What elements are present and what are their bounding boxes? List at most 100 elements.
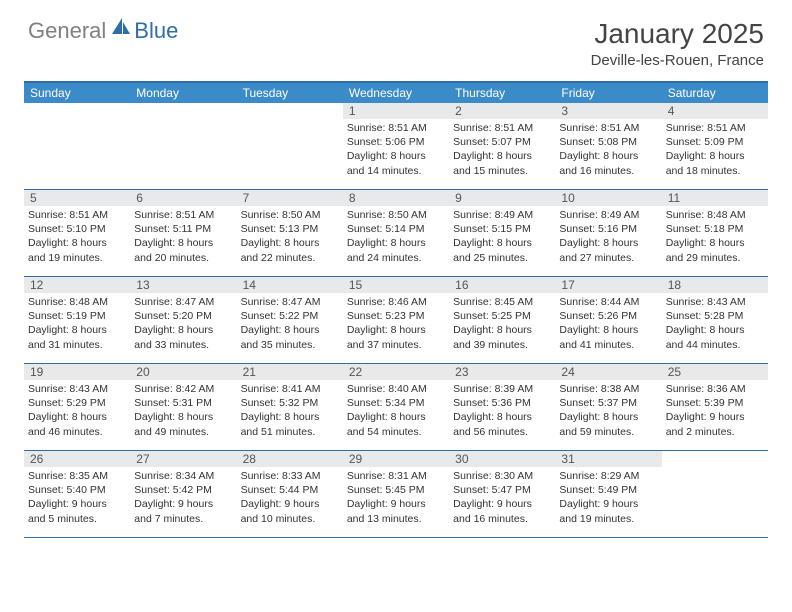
day-info: Sunrise: 8:33 AMSunset: 5:44 PMDaylight:… [241,469,339,526]
sunset-text: Sunset: 5:09 PM [666,135,764,149]
day-number: 25 [662,364,768,380]
sunrise-text: Sunrise: 8:47 AM [134,295,232,309]
daylight-text: Daylight: 8 hours and 35 minutes. [241,323,339,351]
sunrise-text: Sunrise: 8:48 AM [28,295,126,309]
daylight-text: Daylight: 8 hours and 29 minutes. [666,236,764,264]
day-number: 20 [130,364,236,380]
sunset-text: Sunset: 5:11 PM [134,222,232,236]
sunrise-text: Sunrise: 8:51 AM [453,121,551,135]
day-info: Sunrise: 8:51 AMSunset: 5:08 PMDaylight:… [559,121,657,178]
weekday-header-cell: Friday [555,83,661,103]
day-cell: 20Sunrise: 8:42 AMSunset: 5:31 PMDayligh… [130,364,236,450]
sunset-text: Sunset: 5:25 PM [453,309,551,323]
sunset-text: Sunset: 5:45 PM [347,483,445,497]
daylight-text: Daylight: 8 hours and 59 minutes. [559,410,657,438]
day-info: Sunrise: 8:40 AMSunset: 5:34 PMDaylight:… [347,382,445,439]
week-row: 26Sunrise: 8:35 AMSunset: 5:40 PMDayligh… [24,451,768,538]
sunrise-text: Sunrise: 8:29 AM [559,469,657,483]
location-label: Deville-les-Rouen, France [591,52,764,69]
sunrise-text: Sunrise: 8:41 AM [241,382,339,396]
day-number: 30 [449,451,555,467]
day-number: 11 [662,190,768,206]
sunset-text: Sunset: 5:20 PM [134,309,232,323]
day-cell [662,451,768,537]
sunset-text: Sunset: 5:13 PM [241,222,339,236]
sunset-text: Sunset: 5:34 PM [347,396,445,410]
week-row: 19Sunrise: 8:43 AMSunset: 5:29 PMDayligh… [24,364,768,451]
day-number: 26 [24,451,130,467]
day-cell: 6Sunrise: 8:51 AMSunset: 5:11 PMDaylight… [130,190,236,276]
sunrise-text: Sunrise: 8:51 AM [134,208,232,222]
day-cell: 4 Sunrise: 8:51 AMSunset: 5:09 PMDaylight… [662,103,768,189]
sunrise-text: Sunrise: 8:51 AM [559,121,657,135]
sunset-text: Sunset: 5:26 PM [559,309,657,323]
day-number: 19 [24,364,130,380]
sunrise-text: Sunrise: 8:40 AM [347,382,445,396]
sunset-text: Sunset: 5:28 PM [666,309,764,323]
daylight-text: Daylight: 8 hours and 39 minutes. [453,323,551,351]
sunrise-text: Sunrise: 8:42 AM [134,382,232,396]
day-number: 2 [449,103,555,119]
week-row: 5Sunrise: 8:51 AMSunset: 5:10 PMDaylight… [24,190,768,277]
day-cell: 15Sunrise: 8:46 AMSunset: 5:23 PMDayligh… [343,277,449,363]
day-number: 18 [662,277,768,293]
day-cell: 30Sunrise: 8:30 AMSunset: 5:47 PMDayligh… [449,451,555,537]
day-cell: 1Sunrise: 8:51 AMSunset: 5:06 PMDaylight… [343,103,449,189]
day-cell: 25Sunrise: 8:36 AMSunset: 5:39 PMDayligh… [662,364,768,450]
day-number: 27 [130,451,236,467]
daylight-text: Daylight: 9 hours and 2 minutes. [666,410,764,438]
day-number: 12 [24,277,130,293]
day-number: 14 [237,277,343,293]
daylight-text: Daylight: 8 hours and 18 minutes. [666,149,764,177]
sunrise-text: Sunrise: 8:50 AM [241,208,339,222]
sunrise-text: Sunrise: 8:47 AM [241,295,339,309]
daylight-text: Daylight: 8 hours and 37 minutes. [347,323,445,351]
day-info: Sunrise: 8:46 AMSunset: 5:23 PMDaylight:… [347,295,445,352]
day-number: 24 [555,364,661,380]
sunset-text: Sunset: 5:29 PM [28,396,126,410]
sunrise-text: Sunrise: 8:45 AM [453,295,551,309]
day-cell: 5Sunrise: 8:51 AMSunset: 5:10 PMDaylight… [24,190,130,276]
sunrise-text: Sunrise: 8:44 AM [559,295,657,309]
sunrise-text: Sunrise: 8:51 AM [347,121,445,135]
daylight-text: Daylight: 8 hours and 14 minutes. [347,149,445,177]
daylight-text: Daylight: 8 hours and 24 minutes. [347,236,445,264]
day-info: Sunrise: 8:50 AMSunset: 5:14 PMDaylight:… [347,208,445,265]
day-info: Sunrise: 8:31 AMSunset: 5:45 PMDaylight:… [347,469,445,526]
day-number: 4 [662,103,768,119]
day-info: Sunrise: 8:41 AMSunset: 5:32 PMDaylight:… [241,382,339,439]
daylight-text: Daylight: 8 hours and 41 minutes. [559,323,657,351]
sunrise-text: Sunrise: 8:51 AM [28,208,126,222]
sunset-text: Sunset: 5:19 PM [28,309,126,323]
day-number: 6 [130,190,236,206]
day-cell [24,103,130,189]
daylight-text: Daylight: 9 hours and 19 minutes. [559,497,657,525]
sunrise-text: Sunrise: 8:30 AM [453,469,551,483]
daylight-text: Daylight: 9 hours and 7 minutes. [134,497,232,525]
day-cell: 26 Sunrise: 8:35 AMSunset: 5:40 PMDayligh… [24,451,130,537]
day-cell: 17Sunrise: 8:44 AMSunset: 5:26 PMDayligh… [555,277,661,363]
daylight-text: Daylight: 8 hours and 54 minutes. [347,410,445,438]
day-info: Sunrise: 8:47 AMSunset: 5:20 PMDaylight:… [134,295,232,352]
sunset-text: Sunset: 5:37 PM [559,396,657,410]
title-block: January 2025 Deville-les-Rouen, France [591,18,764,69]
day-number: 7 [237,190,343,206]
day-cell: 23Sunrise: 8:39 AMSunset: 5:36 PMDayligh… [449,364,555,450]
sunset-text: Sunset: 5:47 PM [453,483,551,497]
weekday-header-cell: Saturday [662,83,768,103]
daylight-text: Daylight: 8 hours and 19 minutes. [28,236,126,264]
page-header: General Blue January 2025 Deville-les-Ro… [0,0,792,75]
day-cell: 10Sunrise: 8:49 AMSunset: 5:16 PMDayligh… [555,190,661,276]
day-info: Sunrise: 8:51 AMSunset: 5:09 PMDaylight:… [666,121,764,178]
sunset-text: Sunset: 5:40 PM [28,483,126,497]
daylight-text: Daylight: 8 hours and 49 minutes. [134,410,232,438]
sunrise-text: Sunrise: 8:48 AM [666,208,764,222]
day-cell: 19Sunrise: 8:43 AMSunset: 5:29 PMDayligh… [24,364,130,450]
logo-text-blue: Blue [134,18,178,44]
sunset-text: Sunset: 5:15 PM [453,222,551,236]
sunrise-text: Sunrise: 8:35 AM [28,469,126,483]
day-cell: 21Sunrise: 8:41 AMSunset: 5:32 PMDayligh… [237,364,343,450]
day-info: Sunrise: 8:35 AMSunset: 5:40 PMDaylight:… [28,469,126,526]
sunset-text: Sunset: 5:32 PM [241,396,339,410]
day-cell: 28Sunrise: 8:33 AMSunset: 5:44 PMDayligh… [237,451,343,537]
